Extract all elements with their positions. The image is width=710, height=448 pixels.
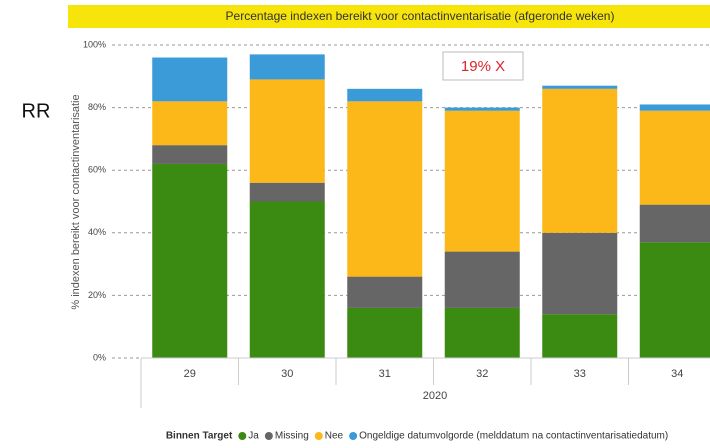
x-tick-label: 31 <box>379 368 391 380</box>
bar-segment <box>444 307 520 358</box>
bar-segment <box>542 88 618 233</box>
x-tick-label: 34 <box>671 368 683 380</box>
bar-segment <box>249 54 325 80</box>
legend-marker <box>349 432 358 440</box>
bar-segment <box>347 88 423 102</box>
y-tick-label: 0% <box>93 352 106 362</box>
bar-segment <box>152 101 228 146</box>
y-tick-label: 20% <box>88 290 106 300</box>
bar-segment <box>444 107 520 111</box>
legend-marker <box>238 432 247 440</box>
title-bar <box>68 5 710 28</box>
annotation-box <box>442 51 524 81</box>
legend-title: Binnen Target <box>166 431 233 442</box>
legend: Binnen Target Ja Missing Nee Ongeldige datum… <box>166 431 668 442</box>
x-tick-label: 30 <box>281 368 293 380</box>
y-tick-label: 80% <box>88 102 106 112</box>
bar-segment <box>249 201 325 358</box>
y-tick-label: 100% <box>83 39 106 49</box>
bar-segment <box>249 79 325 183</box>
legend-label: Missing <box>275 431 309 442</box>
x-tick-label: 32 <box>476 368 488 380</box>
y-tick-label: 40% <box>88 227 106 237</box>
x-axis-label: 2020 <box>423 390 447 402</box>
legend-label: Ja <box>248 431 259 442</box>
x-tick-label: 29 <box>184 368 196 380</box>
bar-segment <box>152 163 228 358</box>
bar-segment <box>639 242 710 358</box>
bar-segment <box>152 57 228 102</box>
bar-segment <box>542 232 618 315</box>
bar-segment <box>542 85 618 89</box>
bar-segment <box>444 251 520 308</box>
bar-segment <box>152 145 228 164</box>
legend-marker <box>314 432 323 440</box>
bar-segment <box>444 110 520 252</box>
y-tick-label: 60% <box>88 165 106 175</box>
bar-segment <box>639 204 710 243</box>
legend-label: Ongeldige datumvolgorde (melddatum na co… <box>359 431 668 442</box>
bar-segment <box>639 110 710 205</box>
bar-segment <box>249 182 325 202</box>
bar-segment <box>542 314 618 358</box>
annotation: 19% X <box>461 58 505 75</box>
chart-title: Percentage indexen bereikt voor contacti… <box>226 9 615 23</box>
y-axis-label: % indexen bereikt voor contactinventaris… <box>70 94 82 309</box>
bar-segment <box>639 104 710 111</box>
legend-label: Nee <box>325 431 344 442</box>
bar-segment <box>347 276 423 308</box>
side-note: RR <box>22 100 51 122</box>
bar-segment <box>347 307 423 358</box>
x-tick-label: 33 <box>574 368 586 380</box>
legend-marker <box>264 432 273 440</box>
bar-segment <box>347 101 423 277</box>
